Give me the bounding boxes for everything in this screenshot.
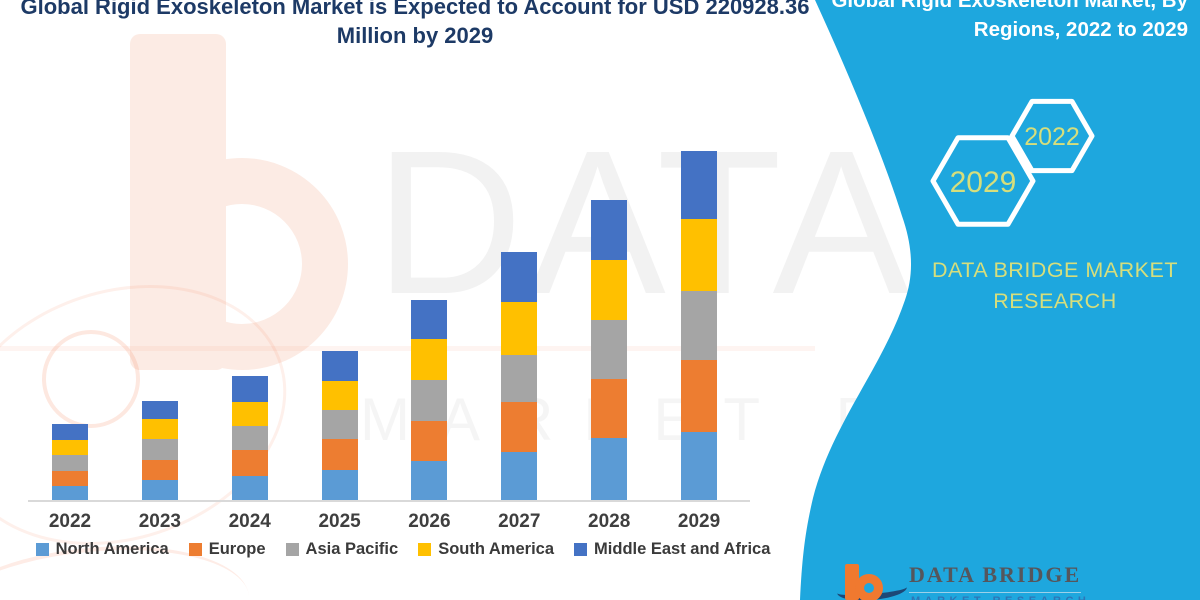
bar-segment-2028-europe [591, 378, 628, 438]
bar-segment-2029-north-america [681, 431, 718, 500]
legend-item-north-america: North America [35, 540, 169, 559]
bar-segment-2025-europe [321, 439, 358, 470]
chart-title-line1: Global Rigid Exoskeleton Market is Expec… [20, 0, 810, 19]
legend-item-asia-pacific: Asia Pacific [285, 540, 399, 559]
bar-segment-2028-south-america [591, 259, 628, 320]
footer-logo-sub: MARKET RESEARCH [911, 595, 1090, 600]
bar-segment-2024-south-america [231, 402, 268, 426]
bar-segment-2024-north-america [231, 476, 268, 500]
bar-segment-2026-north-america [411, 460, 448, 500]
bar-segment-2025-north-america [321, 470, 358, 500]
bar-segment-2023-middle-east-and-africa [141, 401, 178, 419]
side-panel-title-line1: Global Rigid Exoskeleton Market, By [831, 0, 1188, 12]
bar-segment-2023-asia-pacific [141, 439, 178, 460]
bar-segment-2024-middle-east-and-africa [231, 376, 268, 402]
logo-b-bowl [855, 574, 883, 600]
chart-title-line2: Million by 2029 [336, 23, 494, 48]
bar-segment-2026-middle-east-and-africa [411, 300, 448, 339]
bar-segment-2029-middle-east-and-africa [681, 151, 718, 219]
legend-label: North America [55, 540, 169, 558]
legend-swatch [574, 543, 588, 556]
x-axis-label-2025: 2025 [318, 511, 361, 532]
hexagon-2022-label: 2022 [1024, 123, 1080, 151]
legend-label: Asia Pacific [305, 540, 399, 558]
x-axis-label-2027: 2027 [498, 511, 541, 532]
stacked-bar-chart: 2022 2023 2024 2025 2026 2027 2028 2029 [28, 151, 750, 532]
bar-segment-2027-south-america [501, 302, 538, 355]
legend-item-south-america: South America [418, 540, 554, 559]
legend-label: South America [438, 540, 555, 558]
side-panel-brand-line1: DATA BRIDGE MARKET [932, 258, 1178, 282]
x-axis-label-2026: 2026 [408, 511, 451, 532]
legend-label: Europe [208, 540, 266, 558]
bar-segment-2025-south-america [321, 381, 358, 410]
chart-legend: North America Europe Asia Pacific South Ame… [8, 540, 798, 559]
side-panel-title: Global Rigid Exoskeleton Market, By Regi… [798, 0, 1188, 44]
legend-swatch [418, 543, 432, 556]
side-panel-brand-text: DATA BRIDGE MARKET RESEARCH [915, 255, 1195, 317]
bar-segment-2022-north-america [52, 486, 88, 500]
legend-item-europe: Europe [188, 540, 266, 559]
bar-segment-2022-south-america [52, 439, 88, 455]
x-axis-label-2022: 2022 [48, 511, 92, 532]
bar-segment-2022-europe [52, 470, 88, 486]
legend-item-middle-east-and-africa: Middle East and Africa [574, 540, 770, 559]
bar-segment-2022-asia-pacific [52, 454, 88, 471]
hexagon-2029-label: 2029 [950, 166, 1017, 199]
x-axis-label-2023: 2023 [138, 511, 181, 532]
side-panel-background [800, 0, 1200, 600]
bar-segment-2026-south-america [411, 339, 448, 380]
side-panel-title-line2: Regions, 2022 to 2029 [973, 18, 1188, 41]
bar-segment-2027-europe [501, 401, 538, 452]
x-axis-label-2024: 2024 [228, 511, 271, 532]
bar-segment-2022-middle-east-and-africa [52, 423, 88, 440]
x-axis-line [28, 500, 750, 502]
bar-segment-2029-asia-pacific [681, 290, 718, 360]
footer-logo: DATA BRIDGE MARKET RESEARCH [835, 550, 1135, 600]
bar-segment-2028-asia-pacific [591, 319, 628, 379]
bar-segment-2023-europe [141, 460, 178, 480]
legend-swatch [188, 543, 202, 556]
bar-segment-2027-middle-east-and-africa [501, 252, 538, 302]
chart-title: Global Rigid Exoskeleton Market is Expec… [0, 0, 830, 50]
bar-segment-2024-asia-pacific [231, 426, 268, 450]
legend-label: Middle East and Africa [594, 540, 771, 558]
bar-segment-2028-middle-east-and-africa [591, 200, 628, 260]
bar-segment-2023-south-america [141, 419, 178, 439]
bar-segment-2027-asia-pacific [501, 355, 538, 402]
bar-segment-2023-north-america [141, 480, 178, 500]
bar-segment-2029-europe [681, 359, 718, 432]
bar-segment-2025-middle-east-and-africa [321, 351, 358, 381]
bar-segment-2026-asia-pacific [411, 380, 448, 421]
legend-swatch [35, 543, 49, 556]
x-axis-label-2028: 2028 [588, 511, 631, 532]
bar-segment-2029-south-america [681, 218, 718, 291]
legend-swatch [285, 543, 299, 556]
bar-segment-2025-asia-pacific [321, 410, 358, 439]
bar-segment-2026-europe [411, 420, 448, 461]
bar-segment-2024-europe [231, 450, 268, 476]
side-panel-brand-line2: RESEARCH [993, 289, 1117, 313]
hexagon-2029 [930, 135, 1036, 227]
x-axis-label-2029: 2029 [677, 511, 721, 532]
bar-segment-2027-north-america [501, 451, 538, 500]
footer-logo-brand: DATA BRIDGE [909, 562, 1082, 593]
bar-segment-2028-north-america [591, 437, 628, 500]
hexagon-2022 [1009, 98, 1095, 174]
